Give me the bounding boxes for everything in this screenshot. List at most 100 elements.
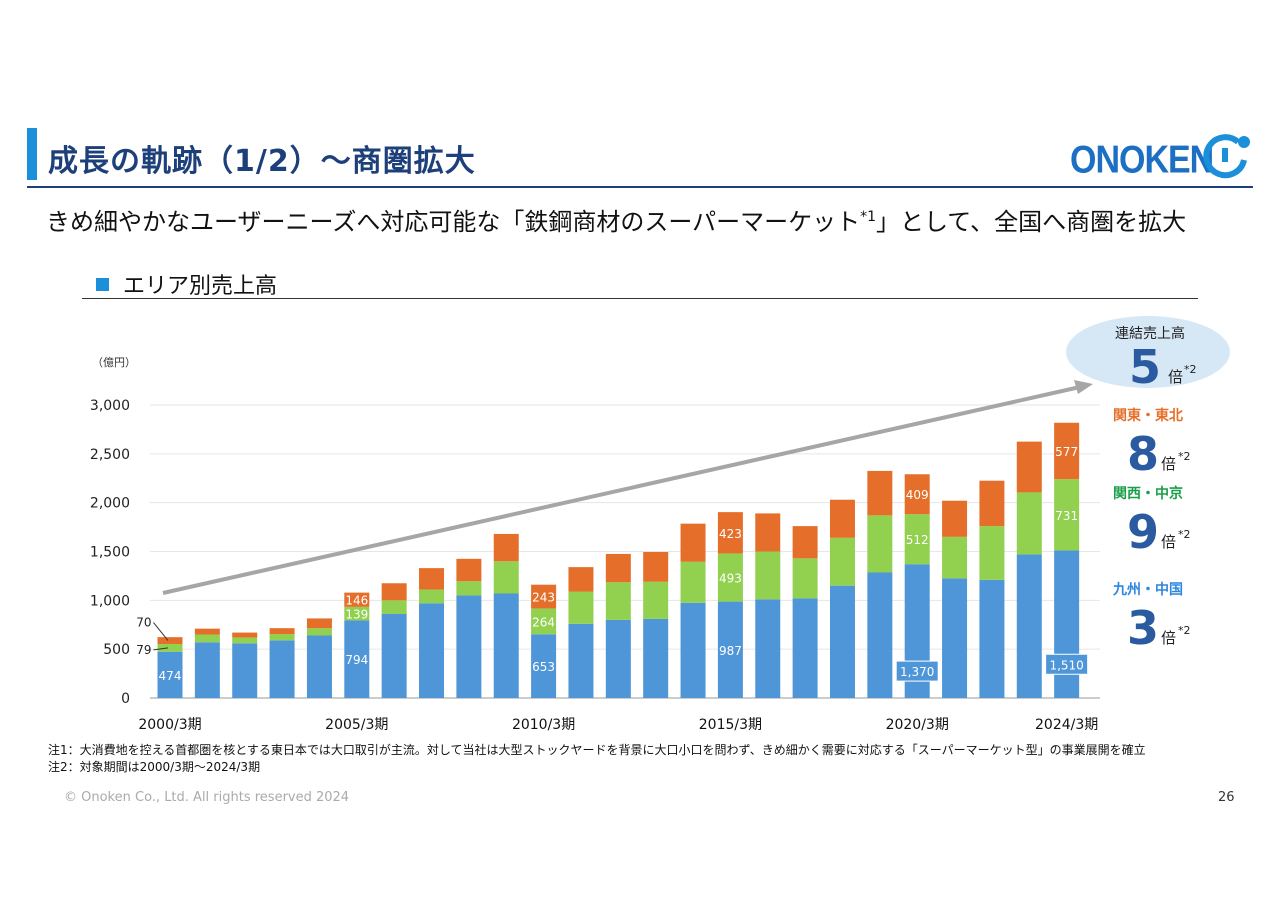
bar-segment bbox=[232, 643, 258, 698]
data-label: 70 bbox=[136, 616, 151, 630]
region-growth-suffix: 倍 bbox=[1161, 533, 1176, 551]
bar-segment bbox=[194, 634, 220, 643]
y-tick-label: 0 bbox=[121, 691, 130, 707]
bar-segment bbox=[643, 551, 669, 582]
logo-mark-icon bbox=[1203, 134, 1250, 179]
total-growth-suffix: 倍 bbox=[1168, 368, 1183, 386]
y-tick-label: 1,000 bbox=[90, 593, 130, 609]
data-label: 493 bbox=[719, 572, 742, 586]
bar-segment bbox=[829, 537, 855, 586]
bar-segment bbox=[269, 628, 295, 635]
bar-segment bbox=[755, 513, 781, 552]
bar-segment bbox=[680, 523, 706, 562]
bar-segment bbox=[306, 628, 332, 636]
bar-segment bbox=[605, 582, 631, 620]
data-label: 794 bbox=[345, 653, 368, 667]
bar-segment bbox=[381, 614, 407, 698]
bar-segment bbox=[867, 572, 893, 698]
bar-segment bbox=[381, 600, 407, 615]
bar-segment bbox=[157, 651, 183, 698]
bar-segment bbox=[568, 567, 594, 592]
data-label: 987 bbox=[719, 644, 742, 658]
square-bullet-icon bbox=[96, 278, 109, 291]
bar-segment bbox=[867, 470, 893, 516]
bar-segment bbox=[1016, 492, 1042, 555]
bar-segment bbox=[419, 603, 445, 698]
bar-segment bbox=[717, 512, 743, 554]
bar-segment bbox=[904, 474, 930, 515]
y-tick-label: 3,000 bbox=[90, 398, 130, 414]
bar-segment bbox=[232, 637, 258, 644]
x-tick-label: 2020/3期 bbox=[886, 717, 949, 733]
region-growth-multiple: 3 bbox=[1127, 601, 1159, 655]
bar-segment bbox=[269, 634, 295, 641]
bar-segment bbox=[344, 620, 370, 698]
y-tick-label: 1,500 bbox=[90, 545, 130, 561]
bar-segment bbox=[1016, 441, 1042, 493]
bar-segment bbox=[942, 578, 968, 698]
bar-segment bbox=[1016, 554, 1042, 698]
copyright: © Onoken Co., Ltd. All rights reserved 2… bbox=[64, 790, 350, 805]
bar-segment bbox=[942, 536, 968, 579]
onoken-logo: ONOKEN bbox=[1070, 130, 1255, 182]
region-growth-label: 関西・中京 bbox=[1113, 485, 1183, 502]
region-growth-suffix: 倍 bbox=[1161, 455, 1176, 473]
bar-segment bbox=[419, 568, 445, 590]
bar-segment bbox=[568, 623, 594, 698]
bar-segment bbox=[942, 500, 968, 537]
total-growth-multiple: 5 bbox=[1129, 340, 1161, 394]
bar-segment bbox=[493, 593, 519, 698]
bar-segment bbox=[157, 637, 183, 644]
bar-segment bbox=[344, 592, 370, 607]
growth-arrow-line bbox=[162, 385, 1081, 595]
bar-segment bbox=[755, 599, 781, 698]
title-accent-bar bbox=[27, 128, 37, 180]
region-growth-footnote: *2 bbox=[1178, 624, 1191, 637]
bar-segment bbox=[792, 598, 818, 698]
data-label: 577 bbox=[1055, 445, 1078, 459]
data-label-box bbox=[895, 660, 939, 682]
total-growth-footnote: *2 bbox=[1184, 363, 1197, 376]
y-axis-unit: （億円） bbox=[92, 356, 136, 369]
bar-segment bbox=[456, 595, 482, 698]
bar-segment bbox=[381, 583, 407, 601]
region-growth-label: 九州・中国 bbox=[1112, 581, 1183, 598]
callout-line bbox=[153, 622, 169, 641]
data-label: 409 bbox=[906, 488, 929, 502]
title-divider bbox=[27, 186, 1253, 188]
page-subtitle: きめ細やかなユーザーニーズへ対応可能な「鉄鋼商材のスーパーマーケット*1」として… bbox=[46, 202, 1186, 237]
region-growth-footnote: *2 bbox=[1178, 450, 1191, 463]
data-label: 146 bbox=[345, 594, 368, 608]
bar-segment bbox=[232, 632, 258, 638]
bar-segment bbox=[1054, 479, 1080, 551]
bar-segment bbox=[306, 618, 332, 629]
bar-segment bbox=[1054, 422, 1080, 480]
logo-wordmark: ONOKEN bbox=[1070, 138, 1214, 182]
section-divider bbox=[82, 298, 1198, 299]
bar-segment bbox=[829, 499, 855, 538]
page-title: 成長の軌跡（1/2）～商圏拡大 bbox=[48, 144, 476, 179]
callout-line bbox=[153, 647, 169, 651]
bar-segment bbox=[979, 579, 1005, 698]
bar-segment bbox=[643, 581, 669, 619]
bar-segment bbox=[531, 634, 557, 698]
subtitle-text-before: きめ細やかなユーザーニーズへ対応可能な「鉄鋼商材のスーパーマーケット bbox=[46, 208, 861, 236]
x-tick-label: 2015/3期 bbox=[699, 717, 762, 733]
data-label-box bbox=[1045, 653, 1089, 675]
bar-segment bbox=[531, 608, 557, 635]
data-label: 653 bbox=[532, 660, 555, 674]
region-growth-multiple: 8 bbox=[1127, 427, 1159, 481]
section-heading: エリア別売上高 bbox=[96, 268, 277, 300]
bar-segment bbox=[904, 514, 930, 565]
x-tick-label: 2000/3期 bbox=[138, 717, 201, 733]
bar-segment bbox=[531, 584, 557, 609]
bar-segment bbox=[456, 581, 482, 596]
total-growth-label: 連結売上高 bbox=[1115, 325, 1185, 342]
subtitle-text-after: 」として、全国へ商圏を拡大 bbox=[876, 208, 1187, 236]
bar-segment bbox=[269, 640, 295, 698]
footnote-2: 注2：対象期間は2000/3期～2024/3期 bbox=[48, 760, 261, 774]
y-tick-label: 2,000 bbox=[90, 496, 130, 512]
bar-segment bbox=[419, 589, 445, 604]
bar-segment bbox=[194, 642, 220, 698]
